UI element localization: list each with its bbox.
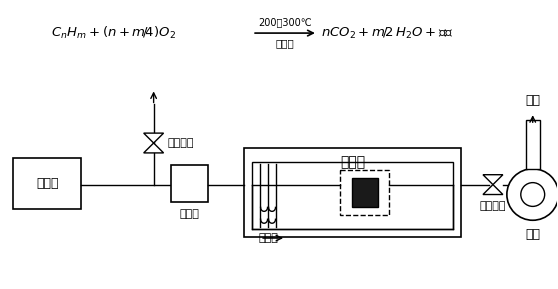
Polygon shape <box>143 143 163 153</box>
Text: 催化剂: 催化剂 <box>276 38 295 48</box>
Text: 排放: 排放 <box>525 94 540 107</box>
Bar <box>352 178 378 208</box>
Polygon shape <box>483 175 503 185</box>
Text: 排空阀门: 排空阀门 <box>167 138 194 148</box>
Circle shape <box>521 183 545 206</box>
Text: 废气源: 废气源 <box>36 177 59 190</box>
Bar <box>340 170 389 215</box>
Bar <box>244 148 461 237</box>
Text: $\mathit{n}\mathit{CO_2}+\mathit{m}\!/\!2\,\mathit{H_2O}+$热量: $\mathit{n}\mathit{CO_2}+\mathit{m}\!/\!… <box>321 25 454 41</box>
Circle shape <box>507 169 558 220</box>
Polygon shape <box>483 185 503 194</box>
Bar <box>526 120 540 169</box>
Bar <box>171 165 208 202</box>
Text: 风机: 风机 <box>525 228 540 241</box>
Polygon shape <box>143 133 163 143</box>
Text: 排空阀门: 排空阀门 <box>480 201 506 211</box>
Text: $\mathit{C_nH_m}+(n+\mathit{m}\!/\!4)\mathit{O_2}$: $\mathit{C_nH_m}+(n+\mathit{m}\!/\!4)\ma… <box>51 25 176 41</box>
Text: 阻火器: 阻火器 <box>180 209 199 219</box>
Text: 催化室: 催化室 <box>340 155 365 169</box>
Bar <box>252 162 453 229</box>
Bar <box>13 158 81 209</box>
Text: 换热器: 换热器 <box>258 233 278 243</box>
Text: 200－300℃: 200－300℃ <box>258 17 312 27</box>
